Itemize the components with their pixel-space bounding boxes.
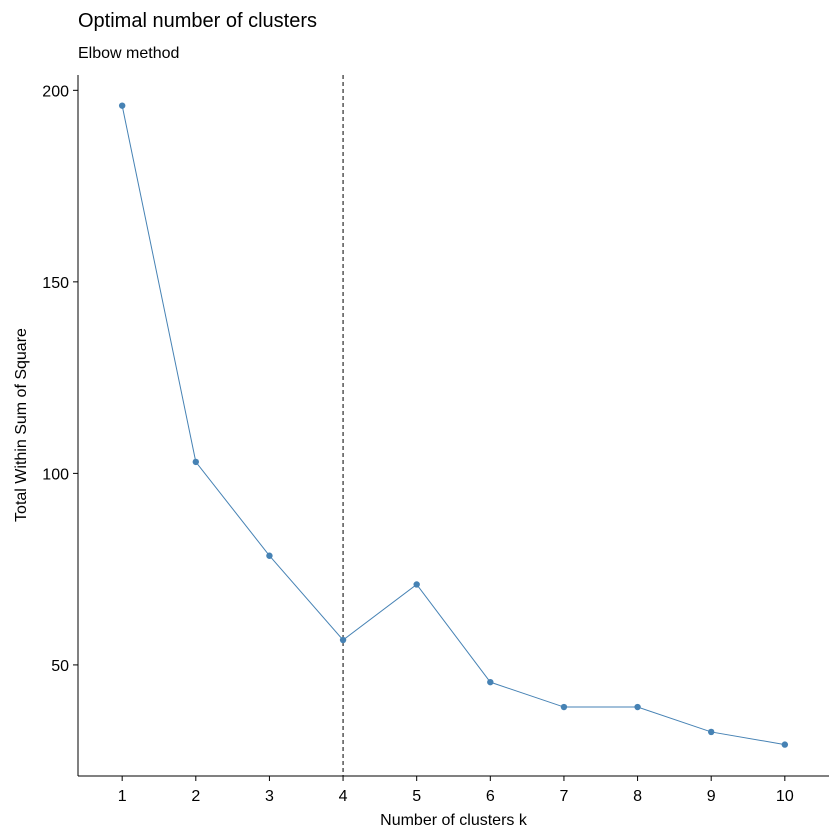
chart-subtitle: Elbow method: [78, 45, 179, 62]
y-tick-label: 100: [42, 466, 69, 483]
x-tick-label: 8: [633, 788, 642, 805]
x-tick-label: 7: [559, 788, 568, 805]
y-tick-label: 200: [42, 83, 69, 100]
data-point: [266, 552, 273, 559]
y-ticks: 50 100 150 200: [42, 83, 78, 675]
data-point: [634, 703, 641, 711]
x-tick-label: 5: [412, 788, 421, 805]
data-point: [339, 636, 347, 644]
x-tick-label: 10: [776, 788, 794, 805]
x-tick-label: 3: [265, 788, 274, 805]
chart-title: Optimal number of clusters: [78, 10, 317, 32]
plot-area: 50 100 150 200 1 2 3 4 5 6 7 8 9 10: [42, 75, 829, 805]
data-point: [707, 728, 715, 736]
x-tick-label: 4: [339, 788, 348, 805]
data-point: [781, 741, 789, 748]
series-line: [121, 105, 785, 746]
x-tick-label: 2: [191, 788, 200, 805]
y-tick-label: 50: [51, 658, 69, 675]
data-point: [560, 703, 568, 711]
data-points: [118, 102, 789, 748]
x-ticks: 1 2 3 4 5 6 7 8 9 10: [118, 776, 794, 805]
data-point: [487, 678, 494, 686]
data-point: [413, 581, 420, 588]
data-point: [118, 102, 126, 109]
data-point: [192, 458, 200, 466]
x-tick-label: 9: [707, 788, 716, 805]
x-tick-label: 6: [486, 788, 495, 805]
y-axis-label: Total Within Sum of Square: [13, 328, 30, 522]
y-tick-label: 150: [42, 275, 69, 292]
x-tick-label: 1: [118, 788, 127, 805]
x-axis-label: Number of clusters k: [380, 812, 528, 829]
